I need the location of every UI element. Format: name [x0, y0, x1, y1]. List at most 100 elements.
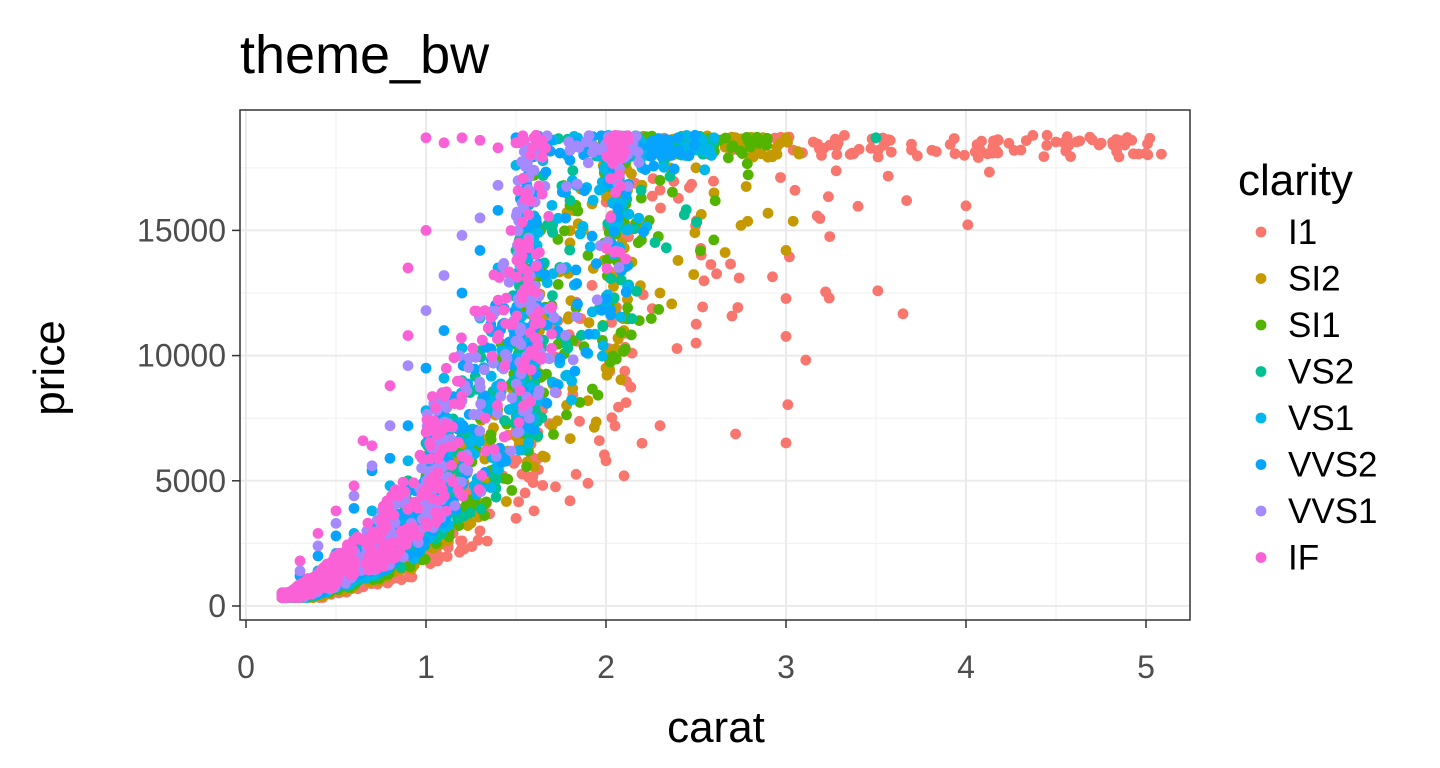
data-point: [384, 452, 396, 464]
data-point: [446, 459, 457, 471]
data-point: [521, 461, 532, 473]
data-point: [691, 216, 703, 228]
data-point: [546, 199, 558, 211]
data-point: [730, 132, 741, 144]
data-point: [583, 317, 595, 329]
data-point: [824, 231, 836, 243]
data-point: [612, 203, 624, 214]
data-point: [465, 517, 477, 529]
data-point: [708, 175, 719, 187]
data-point: [906, 138, 917, 150]
data-point: [574, 397, 586, 408]
data-point: [517, 172, 529, 184]
data-point: [665, 150, 676, 161]
data-point: [330, 530, 342, 542]
data-point: [605, 212, 617, 223]
data-point: [606, 412, 618, 424]
data-point: [646, 190, 658, 202]
data-point: [514, 385, 526, 396]
data-point: [582, 477, 594, 489]
data-point: [456, 450, 468, 462]
data-point: [573, 142, 585, 153]
data-point: [514, 326, 526, 337]
data-point: [732, 302, 744, 313]
data-point: [384, 380, 396, 392]
data-point: [740, 181, 752, 192]
data-point: [420, 132, 432, 144]
data-point: [426, 492, 438, 504]
data-point: [635, 184, 647, 196]
data-point: [767, 271, 778, 283]
data-point: [408, 522, 420, 533]
data-point: [495, 390, 507, 402]
data-point: [539, 269, 551, 280]
legend-key: [1255, 459, 1267, 470]
data-point: [654, 420, 666, 432]
data-point: [730, 428, 741, 440]
data-point: [402, 420, 414, 432]
data-point: [348, 502, 360, 514]
data-point: [674, 147, 686, 159]
data-point: [661, 140, 673, 152]
data-point: [355, 534, 367, 546]
data-point: [438, 137, 450, 149]
data-point: [771, 142, 782, 154]
data-point: [814, 213, 826, 224]
data-point: [614, 169, 625, 181]
data-point: [333, 547, 345, 559]
data-point: [513, 237, 525, 249]
data-point: [591, 294, 603, 306]
legend-label: I1: [1288, 213, 1317, 252]
data-point: [408, 477, 419, 489]
data-point: [396, 574, 407, 586]
data-point: [631, 285, 642, 297]
legend-label: VS1: [1288, 399, 1354, 438]
data-point: [312, 540, 324, 552]
data-point: [363, 554, 375, 565]
data-point: [561, 369, 573, 381]
data-point: [667, 186, 678, 198]
data-point: [672, 132, 684, 144]
data-point: [1027, 130, 1039, 141]
data-point: [1084, 131, 1096, 143]
data-point: [527, 142, 539, 154]
data-point: [492, 204, 504, 216]
data-point: [600, 293, 612, 305]
axes: 0 1 2 3 4 5 0 5000 10000 15000: [137, 212, 1155, 685]
data-point: [506, 392, 518, 404]
y-tick-label: 5000: [155, 463, 226, 499]
data-point: [536, 188, 548, 200]
data-point: [485, 312, 497, 323]
data-point: [570, 311, 582, 322]
data-point: [485, 429, 497, 441]
data-point: [499, 415, 510, 426]
data-point: [498, 304, 510, 316]
data-point: [762, 207, 774, 219]
data-point: [800, 354, 812, 366]
data-point: [562, 313, 574, 325]
data-point: [463, 352, 475, 364]
data-point: [590, 258, 602, 269]
data-point: [818, 142, 830, 154]
data-point: [586, 280, 598, 291]
legend-item-vvs1: VVS1: [1255, 492, 1378, 531]
data-point: [564, 154, 576, 166]
data-point: [622, 181, 634, 192]
data-point: [586, 230, 598, 242]
data-point: [597, 321, 609, 332]
data-point: [668, 163, 680, 175]
legend-label: SI2: [1288, 260, 1341, 299]
data-point: [1111, 146, 1122, 158]
data-point: [1041, 140, 1053, 151]
data-point: [570, 468, 582, 480]
data-point: [428, 555, 439, 567]
data-point: [605, 309, 617, 321]
legend-label: IF: [1288, 539, 1319, 578]
data-point: [397, 476, 409, 488]
data-point: [780, 331, 792, 342]
data-point: [455, 544, 467, 555]
data-point: [492, 294, 504, 306]
data-point: [336, 564, 348, 576]
data-point: [605, 273, 617, 285]
legend-key: [1255, 412, 1267, 424]
